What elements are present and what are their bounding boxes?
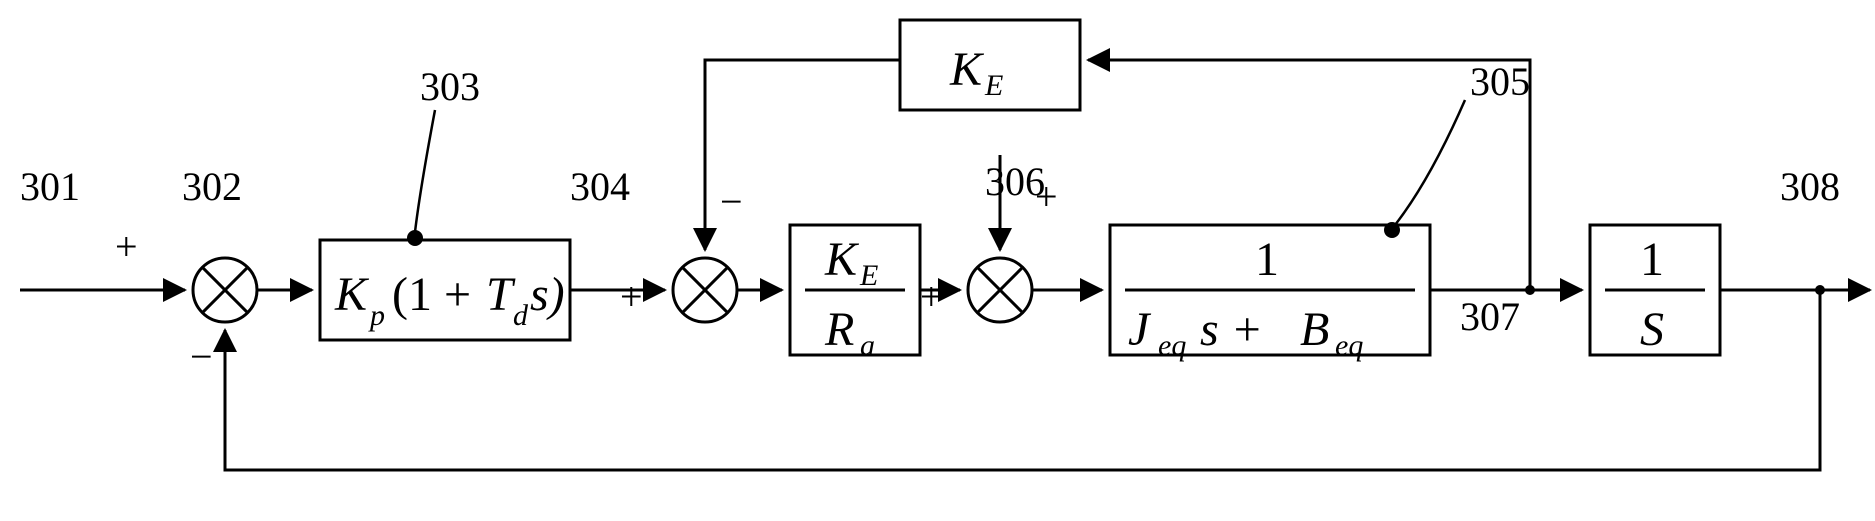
wire-9 <box>1088 60 1530 290</box>
text-block_text.jeq_J: J <box>1128 303 1152 356</box>
text-block_text.keRa_K: K <box>824 233 860 286</box>
text-labels.n303: 303 <box>420 64 480 109</box>
text-labels.n307: 307 <box>1460 294 1520 339</box>
text-block_text.keRa_a: a <box>860 329 875 362</box>
text-block_text.pd_open: (1 + <box>392 268 471 321</box>
text-labels.n308: 308 <box>1780 164 1840 209</box>
text-block_text.pd_Kp: K <box>334 268 370 321</box>
text-labels.n304: 304 <box>570 164 630 209</box>
text-block_text.keFb_E: E <box>984 69 1003 102</box>
text-block_text.pd_Td_T: T <box>486 268 516 321</box>
tap-1 <box>1815 285 1825 295</box>
text-block_text.pd_Td_d: d <box>513 299 529 332</box>
text-block_text.pd_s: s) <box>530 268 565 321</box>
tap-0 <box>1525 285 1535 295</box>
text-labels.plus3a: + <box>920 274 943 319</box>
text-block_text.oneS_S: S <box>1640 303 1664 356</box>
text-block_text.jeq_eq2: eq <box>1335 329 1363 362</box>
text-block_text.pd_p: p <box>368 299 385 332</box>
callout-dot-0 <box>407 230 423 246</box>
callout-lead-0 <box>415 110 435 232</box>
text-block_text.jeq_1: 1 <box>1255 233 1279 286</box>
text-block_text.jeq_s: s + <box>1200 303 1263 356</box>
sum-s1 <box>193 258 257 322</box>
text-block_text.keRa_E: E <box>859 259 878 292</box>
text-block_text.jeq_B: B <box>1300 303 1329 356</box>
callout-lead-1 <box>1395 100 1465 225</box>
sum-s3 <box>968 258 1032 322</box>
text-block_text.keFb_K: K <box>949 43 985 96</box>
text-labels.n305: 305 <box>1470 59 1530 104</box>
text-labels.plus1: + <box>115 224 138 269</box>
text-labels.n301: 301 <box>20 164 80 209</box>
text-block_text.oneS_1: 1 <box>1640 233 1664 286</box>
text-labels.plus3b: + <box>1035 174 1058 219</box>
text-labels.minus2: − <box>720 179 743 224</box>
text-labels.minus1: − <box>190 334 213 379</box>
sum-s2 <box>673 258 737 322</box>
text-labels.n302: 302 <box>182 164 242 209</box>
callout-dot-1 <box>1384 222 1400 238</box>
text-block_text.jeq_eq1: eq <box>1158 329 1186 362</box>
text-labels.plus2: + <box>620 274 643 319</box>
text-block_text.keRa_R: R <box>824 303 854 356</box>
